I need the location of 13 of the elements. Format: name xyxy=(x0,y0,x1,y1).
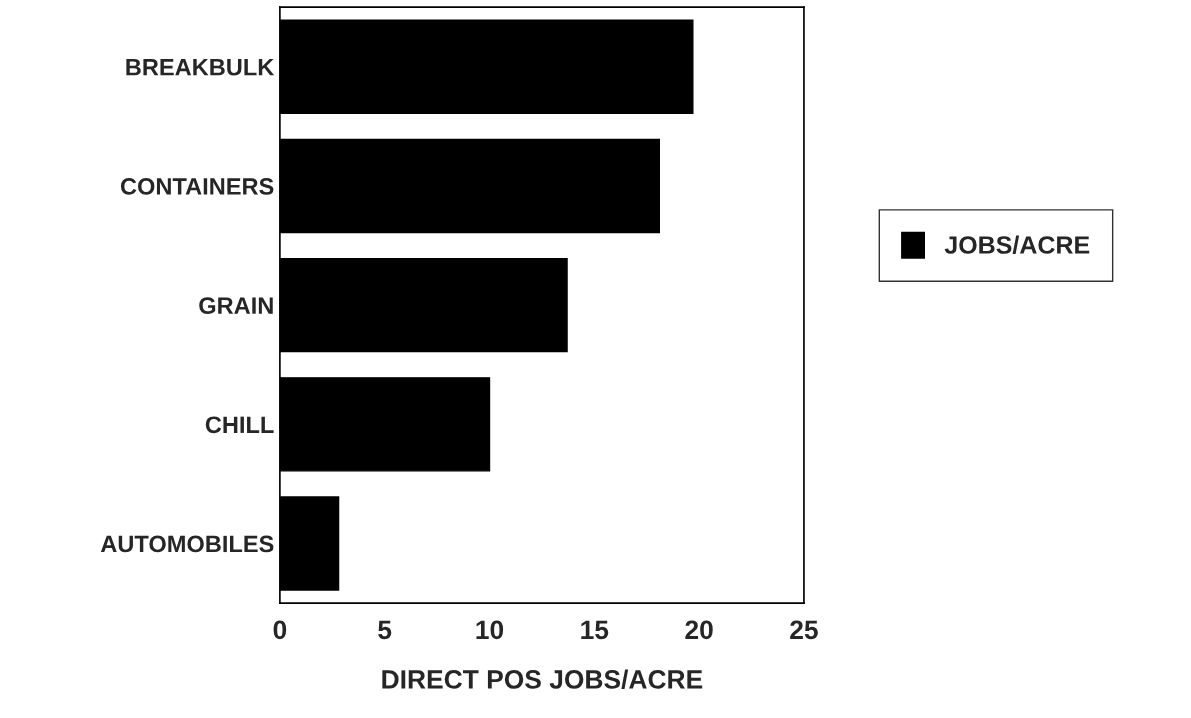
x-tick-label: 15 xyxy=(581,620,609,640)
y-tick-label: GRAIN xyxy=(199,297,273,314)
x-tick-label: 5 xyxy=(378,620,392,640)
x-tick-label: 0 xyxy=(273,620,287,640)
y-tick-label: CHILL xyxy=(205,416,274,434)
x-tick-label: 20 xyxy=(685,620,713,640)
x-axis-title: DIRECT POS JOBS/ACRE xyxy=(382,669,703,690)
legend-label: JOBS/ACRE xyxy=(944,235,1090,255)
y-tick-label: CONTAINERS xyxy=(120,178,274,195)
y-tick-label: AUTOMOBILES xyxy=(100,535,274,553)
x-tick-label: 25 xyxy=(790,620,818,640)
x-tick-label: 10 xyxy=(476,620,504,640)
y-tick-label: BREAKBULK xyxy=(126,59,275,76)
